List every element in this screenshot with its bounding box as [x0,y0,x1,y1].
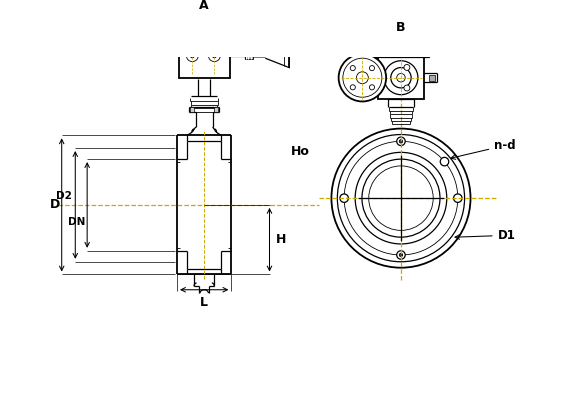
Circle shape [187,50,198,62]
Text: Ho: Ho [291,145,310,158]
Circle shape [397,137,405,146]
Circle shape [440,157,448,166]
Circle shape [384,61,418,95]
Text: DN: DN [68,217,86,227]
Circle shape [397,251,405,259]
Bar [429,75,435,81]
Circle shape [350,66,356,70]
Text: D2: D2 [56,191,72,202]
Circle shape [369,166,433,230]
Text: H: H [276,233,286,246]
Text: B: B [396,21,406,34]
Circle shape [399,140,403,143]
Circle shape [332,129,471,268]
Bar [214,107,218,112]
Circle shape [362,159,440,237]
Bar [190,107,194,112]
Text: A: A [200,0,209,11]
Text: L: L [200,296,208,309]
Circle shape [340,194,348,202]
Text: n-d: n-d [451,139,516,159]
Circle shape [357,72,369,84]
Circle shape [209,50,221,62]
Circle shape [370,85,375,90]
Circle shape [350,85,356,90]
Circle shape [397,74,405,82]
Circle shape [338,54,386,101]
Circle shape [190,53,194,58]
Bar [374,52,429,57]
Circle shape [343,58,382,97]
Circle shape [404,85,410,91]
Circle shape [454,194,462,202]
Bar [179,34,230,78]
Bar [378,57,424,99]
Circle shape [404,65,410,70]
Circle shape [337,135,464,262]
Circle shape [370,66,375,70]
Circle shape [212,53,217,58]
Text: D1: D1 [455,229,515,242]
Circle shape [355,152,447,244]
Bar [175,29,234,34]
Bar [245,52,252,59]
Circle shape [344,141,458,255]
Circle shape [399,253,403,257]
Text: D: D [50,198,60,211]
Circle shape [391,68,411,88]
